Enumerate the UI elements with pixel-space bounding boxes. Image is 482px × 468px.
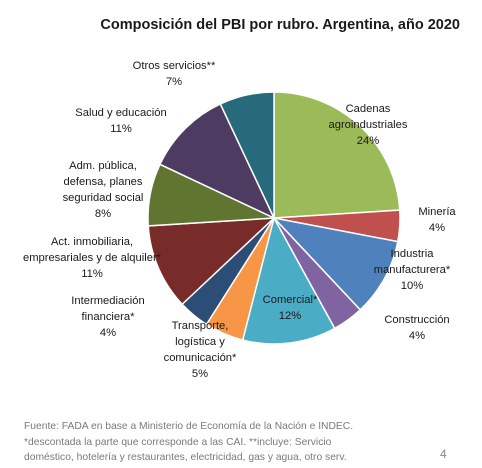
slice-value-label: 11%	[110, 123, 132, 135]
slice-label: Construcción 4%	[384, 312, 449, 344]
slice-label-text: Construcción	[384, 314, 450, 326]
slice-label-text: Act. inmobiliaria,	[50, 236, 134, 248]
slice-label-text: Salud y educación	[75, 107, 167, 119]
slice-label-text: seguridad social	[62, 192, 144, 204]
page-number: 4	[440, 447, 447, 461]
slice-value-label: 12%	[278, 310, 302, 322]
slice-label: Comercial* 12%	[263, 292, 318, 324]
slice-label: Otros servicios** 7%	[133, 58, 216, 90]
slice-label: Cadenas agroindustriales 24%	[329, 101, 408, 149]
slice-label: Minería 4%	[418, 204, 455, 236]
slice-label-text: defensa, planes	[63, 176, 143, 188]
slice-value-label: 5%	[191, 368, 209, 380]
slice-value-label: 7%	[165, 76, 183, 88]
slice-label-text: manufacturera*	[373, 264, 451, 276]
slice-value-label: 10%	[400, 280, 424, 292]
footer-line: doméstico, hotelería y restaurantes, ele…	[24, 452, 347, 463]
chart-title: Composición del PBI por rubro. Argentina…	[100, 17, 460, 33]
pie-slice	[147, 217, 277, 306]
slice-label: Adm. pública, defensa, planes seguridad so…	[63, 158, 144, 222]
slice-label: Act. inmobiliaria, empresariales y de alq…	[23, 234, 161, 282]
slice-label-text: logística y	[175, 336, 225, 348]
slice-label: Industria manufacturera* 10%	[374, 246, 451, 294]
pie-slice	[273, 91, 401, 219]
slice-label-text: Comercial*	[262, 294, 318, 306]
slice-label-text: Transporte,	[171, 320, 229, 332]
slice-value-label: 4%	[428, 222, 446, 234]
slice-value-label: 4%	[408, 330, 426, 342]
slice-label-text: Cadenas	[345, 103, 391, 115]
slice-label: Salud y educación 11%	[75, 105, 166, 137]
slice-label: Intermediación financiera* 4%	[71, 293, 144, 341]
slice-label-text: agroindustriales	[328, 119, 408, 131]
pie-slice	[241, 215, 336, 345]
slice-value-label: 4%	[99, 327, 117, 339]
slice-label-text: Minería	[418, 206, 456, 218]
slice-value-label: 8%	[94, 208, 112, 220]
pie-slice	[158, 102, 276, 220]
slice-label-text: comunicación*	[163, 352, 237, 364]
footer-line: *descontada la parte que corresponde a l…	[24, 436, 332, 448]
footer-line: Fuente: FADA en base a Ministerio de Eco…	[24, 421, 354, 432]
slice-label-text: Adm. pública,	[69, 160, 137, 172]
slice-label-text: Intermediación	[71, 295, 145, 307]
slice-label-text: Industria	[390, 248, 434, 260]
slice-label-text: empresariales y de alquiler*	[22, 252, 162, 264]
slice-label-text: Otros servicios**	[132, 60, 216, 72]
slice-value-label: 11%	[81, 268, 103, 280]
slice-label: Transporte, logística y comunicación* 5%	[164, 318, 237, 382]
source-footnote: Fuente: FADA en base a Ministerio de Eco…	[24, 419, 464, 466]
slice-value-label: 24%	[356, 135, 380, 147]
pie-slice	[219, 91, 275, 219]
pie-slice	[271, 216, 399, 311]
slice-label-text: financiera*	[81, 311, 135, 323]
